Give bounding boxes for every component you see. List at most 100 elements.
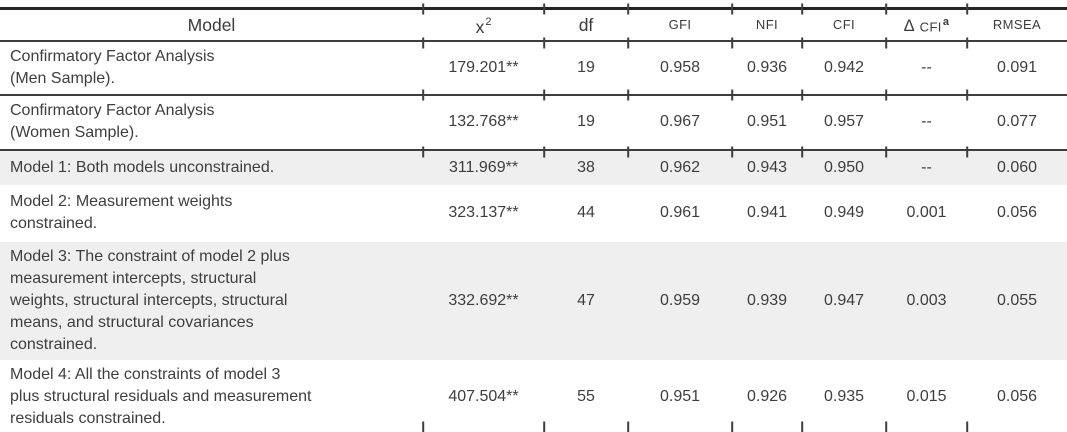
cell-nfi: 0.939 <box>746 291 788 309</box>
column-boundary-tick <box>801 421 803 432</box>
column-boundary-tick <box>801 146 803 158</box>
column-header-label: GFI <box>668 16 692 32</box>
column-boundary-tick <box>543 421 545 432</box>
column-boundary-tick <box>422 146 424 158</box>
table-row: Model 2: Measurement weights constrained… <box>0 185 1067 242</box>
header-row: Model x2 df GFI NFI CFI Δ CFIa RMSEA <box>0 9 1067 41</box>
cell-model: Model 4: All the constraints of model 3 … <box>10 365 312 427</box>
column-header-label: x <box>475 16 485 37</box>
column-header-label: NFI <box>755 16 779 32</box>
cell-model: Confirmatory Factor Analysis (Women Samp… <box>10 102 215 141</box>
column-header-cfi: CFI <box>802 9 886 41</box>
cell-gfi: 0.967 <box>659 113 701 130</box>
cell-dcfi: 0.003 <box>906 291 947 309</box>
cell-model: Model 2: Measurement weights constrained… <box>10 193 233 232</box>
column-boundary-tick <box>422 37 424 49</box>
cell-nfi: 0.951 <box>746 113 788 130</box>
cell-chisq: 323.137** <box>448 204 519 221</box>
column-header-nfi: NFI <box>732 9 802 41</box>
table-row: Model 1: Both models unconstrained. 311.9… <box>0 149 1067 185</box>
table-row: Model 4: All the constraints of model 3 … <box>0 360 1067 432</box>
column-boundary-tick <box>543 146 545 158</box>
cell-cfi: 0.957 <box>823 113 865 130</box>
column-header-label: RMSEA <box>992 16 1042 32</box>
cell-dcfi: 0.001 <box>906 204 947 221</box>
cell-chisq: 132.768** <box>448 113 519 130</box>
column-boundary-tick <box>731 146 733 158</box>
delta-symbol: Δ <box>903 16 915 35</box>
cell-rmsea: 0.077 <box>996 113 1038 130</box>
column-header-gfi: GFI <box>628 9 732 41</box>
cell-gfi: 0.959 <box>659 291 701 309</box>
cell-chisq: 179.201** <box>448 58 519 76</box>
column-boundary-tick <box>801 89 803 101</box>
cell-cfi: 0.949 <box>823 204 865 221</box>
header-superscript: a <box>942 15 950 28</box>
cell-df: 38 <box>577 158 595 176</box>
column-boundary-tick <box>422 421 424 432</box>
cell-dcfi: -- <box>921 113 932 130</box>
cell-df: 19 <box>577 113 595 130</box>
cell-rmsea: 0.056 <box>996 387 1038 405</box>
column-boundary-tick <box>966 89 968 101</box>
column-header-rmsea: RMSEA <box>967 9 1067 41</box>
column-boundary-tick <box>885 89 887 101</box>
cell-rmsea: 0.056 <box>996 204 1038 221</box>
column-boundary-tick <box>966 146 968 158</box>
cell-gfi: 0.951 <box>659 387 701 405</box>
column-boundary-tick <box>627 89 629 101</box>
table-row: Confirmatory Factor Analysis (Women Samp… <box>0 95 1067 150</box>
cell-df: 19 <box>577 58 595 76</box>
cell-gfi: 0.958 <box>659 58 701 76</box>
column-boundary-tick <box>543 89 545 101</box>
cell-rmsea: 0.060 <box>996 158 1038 176</box>
table-row: Confirmatory Factor Analysis (Men Sample… <box>0 41 1067 95</box>
cell-df: 47 <box>577 291 595 309</box>
cell-rmsea: 0.055 <box>996 291 1038 309</box>
cell-nfi: 0.941 <box>746 204 788 221</box>
column-header-model: Model <box>0 9 423 41</box>
cell-cfi: 0.947 <box>823 291 865 309</box>
cell-df: 55 <box>577 387 595 405</box>
column-boundary-tick <box>801 37 803 49</box>
column-header-dcfi: Δ CFIa <box>886 9 967 41</box>
column-header-label: CFI <box>919 18 942 34</box>
cell-dcfi: 0.015 <box>906 387 947 405</box>
column-boundary-tick <box>966 421 968 432</box>
model-fit-table: Model x2 df GFI NFI CFI Δ CFIa RMSEA Confirmator… <box>0 3 1067 432</box>
cell-dcfi: -- <box>921 58 932 76</box>
column-boundary-tick <box>627 37 629 49</box>
column-boundary-tick <box>885 37 887 49</box>
table-body: Confirmatory Factor Analysis (Men Sample… <box>0 41 1067 432</box>
cell-cfi: 0.942 <box>823 58 865 76</box>
column-boundary-tick <box>731 421 733 432</box>
cell-df: 44 <box>577 204 595 221</box>
column-boundary-tick <box>966 3 968 14</box>
column-boundary-tick <box>627 421 629 432</box>
fit-indices-table: Model x2 df GFI NFI CFI Δ CFIa RMSEA Confirmator… <box>0 7 1067 432</box>
column-boundary-tick <box>885 3 887 14</box>
cell-model: Confirmatory Factor Analysis (Men Sample… <box>10 47 215 87</box>
cell-cfi: 0.935 <box>823 387 865 405</box>
column-boundary-tick <box>885 146 887 158</box>
cell-nfi: 0.926 <box>746 387 788 405</box>
cell-chisq: 407.504** <box>448 387 519 405</box>
column-header-label: df <box>578 14 594 35</box>
cell-chisq: 332.692** <box>448 291 519 309</box>
cell-gfi: 0.961 <box>659 204 701 221</box>
table-row: Model 3: The constraint of model 2 plus … <box>0 241 1067 360</box>
cell-dcfi: -- <box>921 158 932 176</box>
header-superscript: 2 <box>485 15 492 28</box>
cell-chisq: 311.969** <box>448 158 519 176</box>
cell-model: Model 3: The constraint of model 2 plus … <box>10 247 290 353</box>
cell-model: Model 1: Both models unconstrained. <box>10 158 275 176</box>
column-boundary-tick <box>801 3 803 14</box>
column-header-label: Model <box>187 14 236 35</box>
column-boundary-tick <box>627 3 629 14</box>
column-boundary-tick <box>422 3 424 14</box>
column-boundary-tick <box>422 89 424 101</box>
cell-rmsea: 0.091 <box>996 58 1038 76</box>
column-boundary-tick <box>543 37 545 49</box>
column-boundary-tick <box>731 37 733 49</box>
column-header-chisq: x2 <box>423 9 544 41</box>
